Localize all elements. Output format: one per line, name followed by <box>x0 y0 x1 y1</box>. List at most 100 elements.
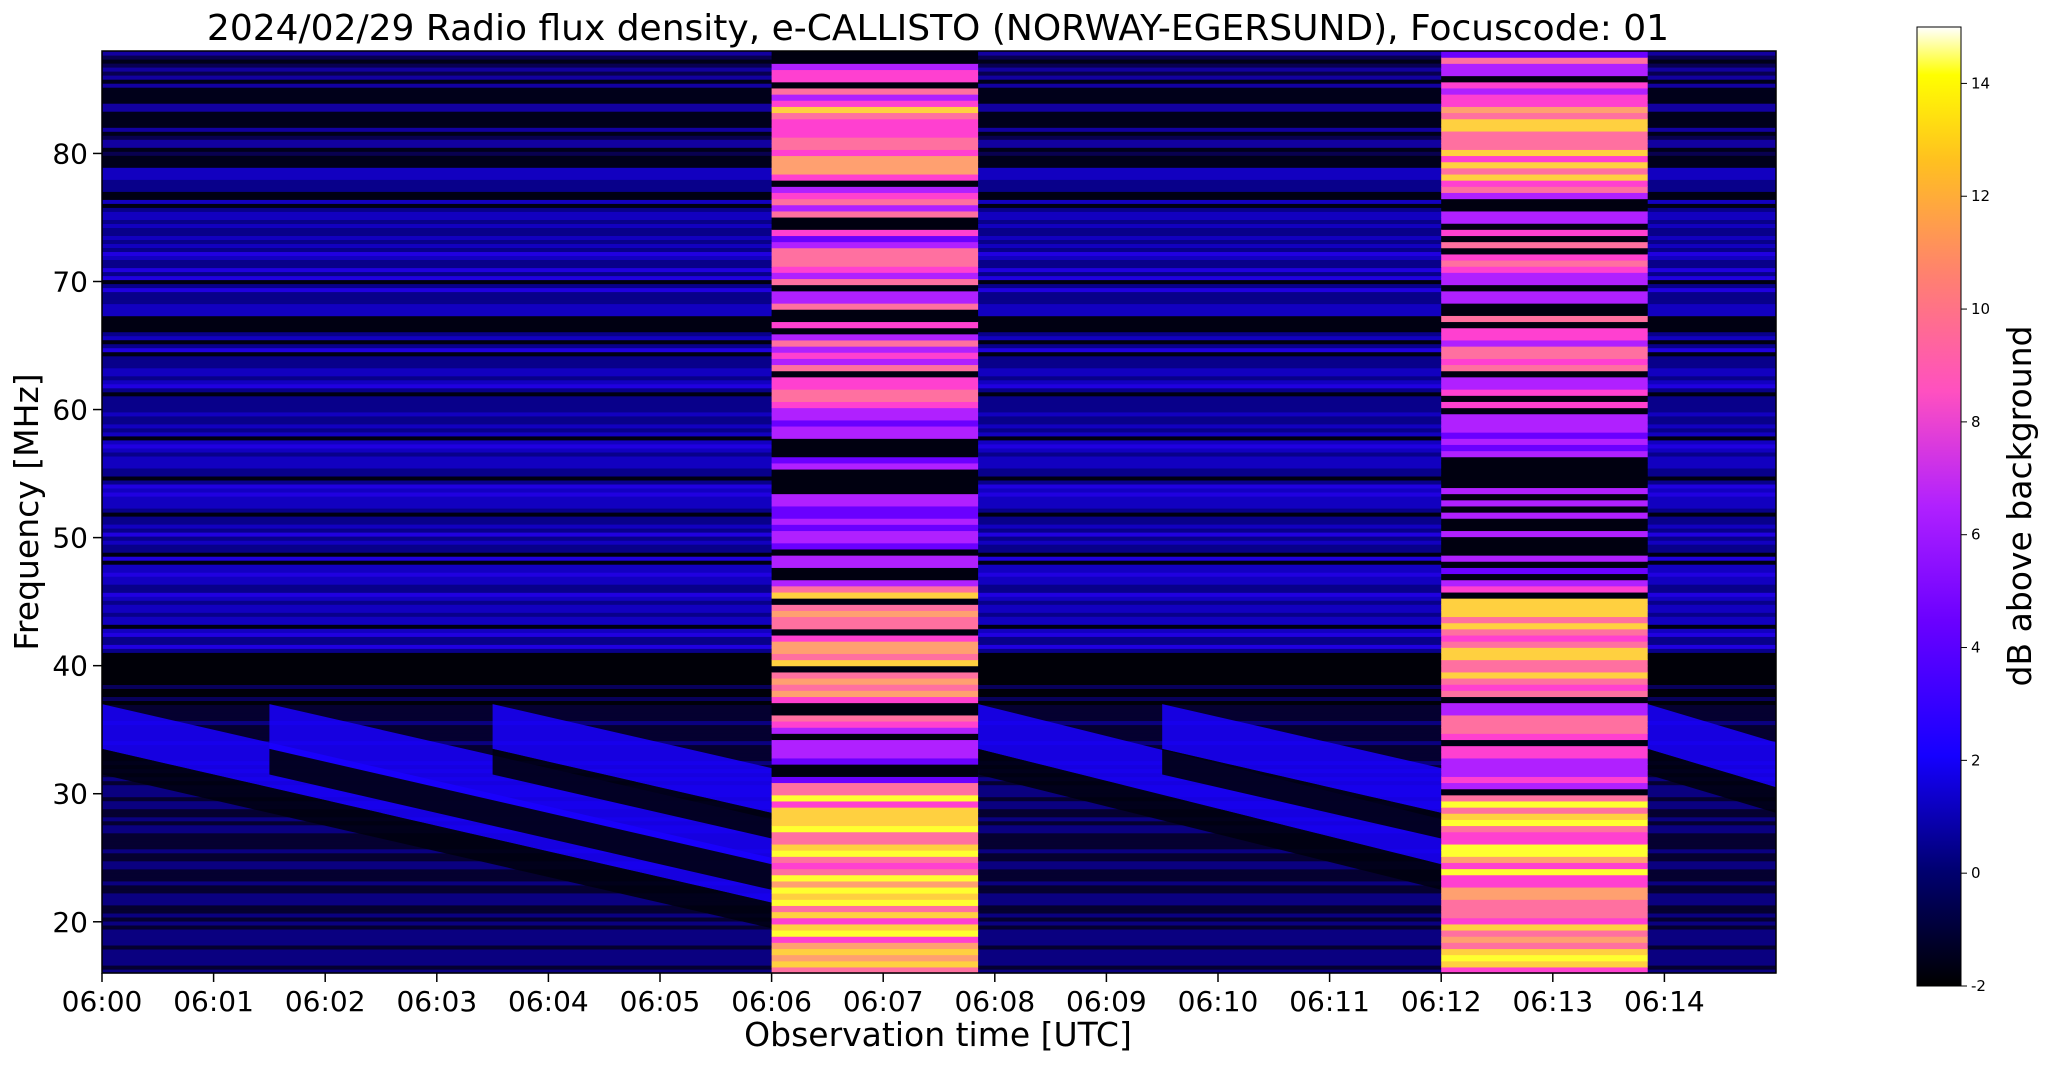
bright-band <box>771 413 979 421</box>
bright-band <box>1441 75 1648 83</box>
bright-band <box>771 751 979 759</box>
bright-band <box>771 727 979 734</box>
bright-band <box>771 505 979 513</box>
bright-band <box>771 598 979 605</box>
bright-band <box>1441 561 1648 568</box>
bright-band <box>771 87 979 95</box>
x-axis-label: Observation time [UTC] <box>744 1015 1132 1054</box>
colorbar-tick-label: 0 <box>1971 864 1981 882</box>
bright-band <box>771 628 979 636</box>
bright-band <box>771 819 979 827</box>
bright-band <box>771 825 979 833</box>
bright-band <box>1441 69 1648 77</box>
bright-band <box>1441 960 1648 968</box>
bright-band <box>1441 315 1648 323</box>
bright-band <box>771 555 979 562</box>
bright-band <box>771 180 979 187</box>
bright-band <box>1441 309 1648 316</box>
x-tick-label: 06:07 <box>843 985 924 1018</box>
bright-band <box>771 327 979 335</box>
bright-band <box>1441 376 1648 384</box>
bright-band <box>1441 727 1648 734</box>
bright-band <box>771 764 979 771</box>
bright-band <box>771 684 979 691</box>
bright-band <box>1441 721 1648 728</box>
bright-band <box>1441 192 1648 200</box>
bright-band <box>771 130 979 138</box>
bright-band <box>771 542 979 550</box>
colorbar: -2 0 2 4 6 8 10 12 14 dB above background <box>1916 26 2039 995</box>
bright-band <box>771 223 979 230</box>
bright-band <box>1441 966 1648 974</box>
bright-band <box>1441 598 1648 605</box>
bright-band <box>1441 671 1648 679</box>
bright-band <box>771 382 979 390</box>
bright-band <box>1441 253 1648 261</box>
bright-band <box>1441 610 1648 618</box>
bright-band <box>1441 573 1648 581</box>
bright-band <box>1441 180 1648 187</box>
bright-band <box>771 678 979 685</box>
bright-band <box>771 266 979 273</box>
bright-band <box>771 647 979 654</box>
bright-band <box>771 905 979 913</box>
slanted-gap <box>269 748 772 890</box>
bright-band <box>1441 757 1648 765</box>
bright-band <box>1441 155 1648 163</box>
bright-band <box>1441 585 1648 593</box>
bright-band <box>1441 825 1648 833</box>
x-axis: 06:00 06:01 06:02 06:03 06:04 06:05 06:06 06:07… <box>62 973 1705 1018</box>
bright-band <box>1441 198 1648 206</box>
bright-band <box>771 837 979 845</box>
bright-band <box>1441 333 1648 341</box>
bright-band <box>1441 708 1648 716</box>
bright-band <box>771 462 979 470</box>
bright-band <box>771 63 979 71</box>
bright-band <box>771 868 979 876</box>
x-tick-label: 06:12 <box>1401 985 1482 1018</box>
bright-band <box>771 622 979 630</box>
bright-band <box>771 714 979 722</box>
bright-band <box>771 303 979 310</box>
bright-band <box>771 641 979 648</box>
bright-band <box>771 874 979 882</box>
slanted-gap <box>492 748 772 839</box>
bright-band <box>1441 296 1648 304</box>
bright-band <box>771 499 979 507</box>
bright-band <box>771 880 979 888</box>
bright-band <box>771 444 979 452</box>
bright-band <box>1441 413 1648 421</box>
bright-band <box>1441 893 1648 900</box>
bright-band <box>771 94 979 101</box>
bright-band <box>1441 641 1648 648</box>
plot-frame <box>101 50 1777 974</box>
bright-band <box>771 942 979 950</box>
bright-band <box>771 241 979 249</box>
bright-band <box>1441 395 1648 402</box>
bright-band <box>1441 450 1648 458</box>
bright-band <box>1441 874 1648 882</box>
bright-band <box>771 800 979 808</box>
bright-band <box>771 567 979 575</box>
colorbar-tick-label: 2 <box>1971 751 1981 769</box>
bright-band <box>1441 807 1648 814</box>
bright-band <box>771 75 979 83</box>
bright-band <box>771 192 979 200</box>
bright-band <box>1441 51 1648 58</box>
bright-band <box>771 721 979 728</box>
bright-band <box>1441 622 1648 630</box>
x-tick-label: 06:13 <box>1512 985 1593 1018</box>
bright-band <box>1441 837 1648 845</box>
bright-band <box>1441 241 1648 249</box>
bright-band <box>1441 118 1648 126</box>
bright-band <box>771 389 979 396</box>
bright-band <box>1441 923 1648 931</box>
x-tick-label: 06:11 <box>1289 985 1370 1018</box>
bright-band <box>1441 401 1648 409</box>
bright-band <box>771 339 979 347</box>
bright-band <box>1441 819 1648 827</box>
bright-band <box>1441 524 1648 532</box>
bright-band <box>771 51 979 58</box>
bright-band <box>771 186 979 193</box>
bright-band <box>771 137 979 144</box>
